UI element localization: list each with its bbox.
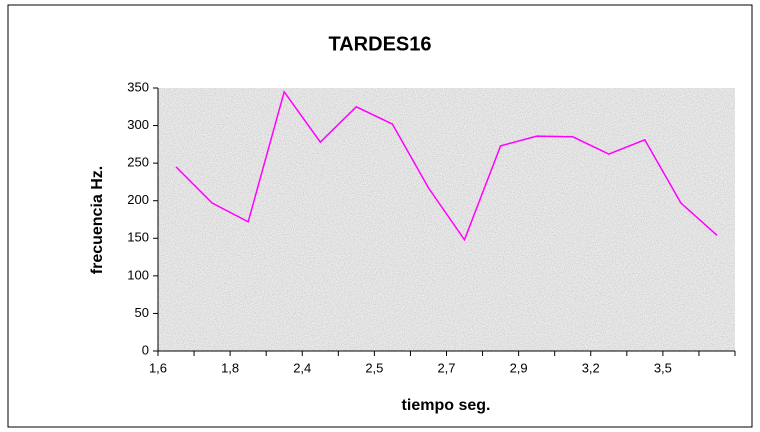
y-tick-label: 150 (127, 230, 149, 245)
plot-texture (158, 88, 735, 351)
x-tick-label: 1,8 (221, 360, 239, 375)
chart-title: TARDES16 (329, 33, 432, 55)
y-tick-label: 100 (127, 267, 149, 282)
x-tick-label: 2,9 (510, 360, 528, 375)
y-tick-label: 350 (127, 79, 149, 94)
x-tick-label: 2,5 (365, 360, 383, 375)
y-tick-label: 300 (127, 117, 149, 132)
y-tick-label: 0 (142, 342, 149, 357)
y-tick-label: 250 (127, 155, 149, 170)
x-axis-title: tiempo seg. (402, 397, 491, 414)
y-tick-label: 200 (127, 192, 149, 207)
x-tick-label: 3,2 (582, 360, 600, 375)
x-tick-label: 3,5 (654, 360, 672, 375)
line-series (175, 90, 718, 242)
y-tick-label: 50 (135, 305, 149, 320)
x-tick-label: 2,7 (437, 360, 455, 375)
x-tick-label: 1,6 (149, 360, 167, 375)
y-axis-title: frecuencia Hz. (89, 166, 106, 274)
x-tick-label: 2,4 (293, 360, 311, 375)
